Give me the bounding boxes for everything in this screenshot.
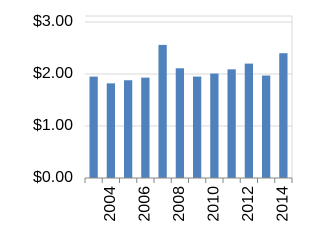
bar: [141, 77, 150, 178]
bar: [158, 44, 167, 178]
x-tick-label: 2012: [240, 186, 257, 222]
bar: [261, 75, 271, 178]
x-tick-label: 2008: [171, 186, 188, 222]
bar: [227, 69, 236, 178]
bar: [244, 63, 254, 178]
bar: [89, 76, 98, 178]
bar: [192, 76, 202, 178]
y-tick-label: $1.00: [33, 117, 73, 134]
y-tick-label: $0.00: [33, 169, 73, 186]
x-tick-label: 2010: [206, 186, 223, 222]
bar: [123, 80, 133, 178]
bar: [210, 73, 219, 178]
x-tick-label: 2006: [137, 186, 154, 222]
y-tick-label: $3.00: [33, 13, 73, 30]
bar: [175, 68, 185, 178]
x-tick-label: 2014: [275, 186, 292, 222]
bar: [106, 83, 116, 178]
bar: [279, 53, 288, 179]
y-tick-label: $2.00: [33, 65, 73, 82]
x-tick-label: 2004: [102, 186, 119, 222]
